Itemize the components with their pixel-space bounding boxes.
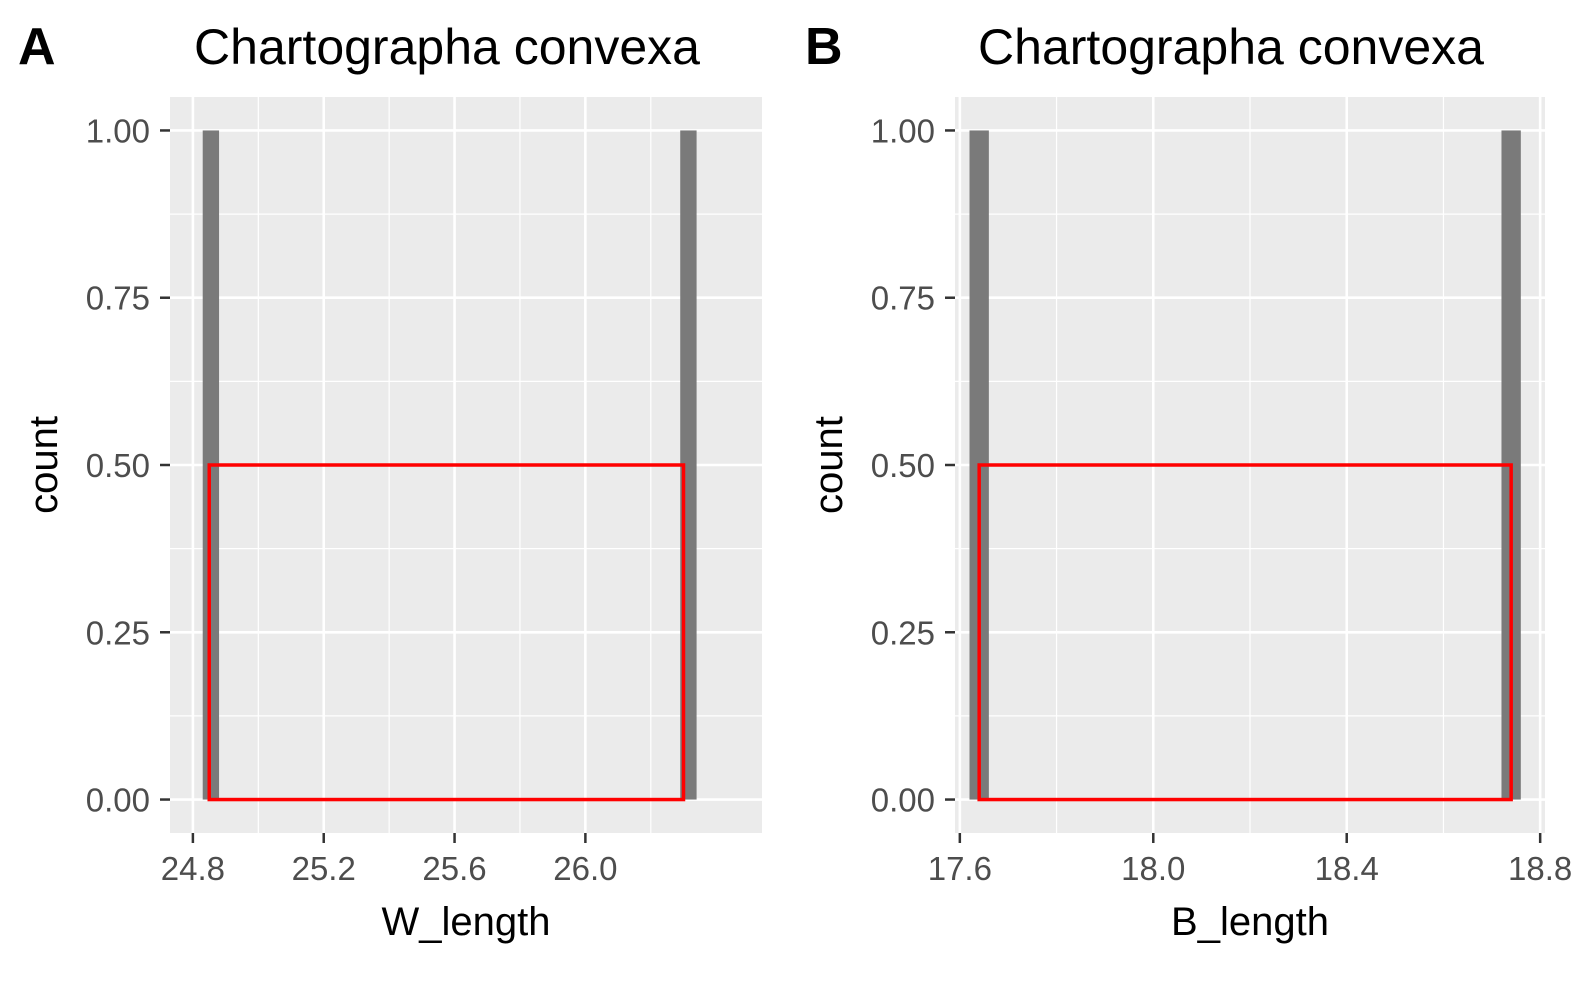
y-tick-label: 1.00	[871, 112, 935, 149]
x-tick-label: 18.8	[1508, 850, 1572, 887]
y-tick-label: 0.75	[86, 280, 150, 317]
x-axis-title: W_length	[382, 900, 551, 944]
y-tick-label: 0.00	[86, 782, 150, 819]
y-tick-label: 1.00	[86, 112, 150, 149]
y-tick-label: 0.75	[871, 280, 935, 317]
y-axis-title: count	[807, 416, 851, 514]
x-tick-label: 24.8	[161, 850, 225, 887]
panel-tag: A	[18, 18, 56, 76]
chart-title: Chartographa convexa	[978, 19, 1484, 75]
highlight-box	[977, 463, 1513, 802]
y-tick-label: 0.50	[86, 447, 150, 484]
y-tick-label: 0.50	[871, 447, 935, 484]
y-tick-label: 0.25	[86, 614, 150, 651]
panel-a: A Chartographa convexa 24.8 25.2 25.6 26.0 0.0…	[18, 18, 762, 944]
panel-b: B Chartographa convexa 17.6 18.0 18.4 18.8 0.0…	[805, 18, 1572, 944]
y-tick-label: 0.25	[871, 614, 935, 651]
highlight-box	[207, 463, 686, 802]
y-tick-label: 0.00	[871, 782, 935, 819]
y-axis-title: count	[22, 416, 66, 514]
x-axis-title: B_length	[1171, 900, 1329, 944]
x-tick-label: 18.0	[1121, 850, 1185, 887]
x-tick-label: 18.4	[1315, 850, 1379, 887]
panel-tag: B	[805, 18, 843, 76]
x-tick-label: 25.2	[292, 850, 356, 887]
x-tick-label: 25.6	[422, 850, 486, 887]
x-tick-label: 17.6	[928, 850, 992, 887]
x-tick-label: 26.0	[553, 850, 617, 887]
chart-title: Chartographa convexa	[194, 19, 700, 75]
